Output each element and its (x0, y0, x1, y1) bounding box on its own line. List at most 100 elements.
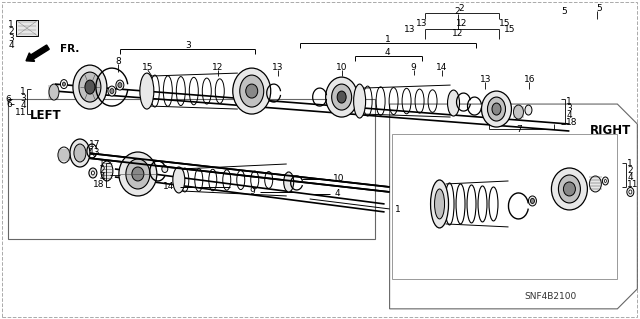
Ellipse shape (63, 82, 65, 86)
Ellipse shape (110, 89, 114, 93)
Text: LEFT: LEFT (30, 109, 61, 122)
Ellipse shape (332, 84, 351, 110)
Ellipse shape (354, 84, 365, 118)
Text: 1: 1 (627, 160, 633, 168)
Ellipse shape (85, 80, 95, 94)
Text: 9: 9 (249, 188, 255, 197)
Ellipse shape (337, 91, 346, 103)
Text: 18: 18 (93, 181, 105, 189)
Ellipse shape (70, 139, 90, 167)
Ellipse shape (589, 176, 602, 192)
Ellipse shape (235, 79, 247, 107)
Ellipse shape (132, 167, 144, 181)
Text: SNF4B2100: SNF4B2100 (524, 292, 577, 301)
Ellipse shape (233, 68, 271, 114)
Text: 12: 12 (456, 19, 467, 28)
Ellipse shape (602, 177, 609, 185)
Ellipse shape (101, 161, 113, 181)
Text: 18: 18 (566, 117, 578, 127)
Text: 4: 4 (99, 174, 105, 182)
Text: 2: 2 (459, 4, 465, 13)
Ellipse shape (481, 91, 511, 127)
Ellipse shape (525, 105, 532, 115)
FancyArrow shape (26, 45, 49, 61)
Ellipse shape (559, 175, 580, 203)
Ellipse shape (108, 86, 116, 96)
Text: FR.: FR. (60, 44, 79, 54)
Bar (16, 20, 38, 36)
Ellipse shape (92, 171, 95, 175)
Text: 14: 14 (436, 63, 447, 71)
Text: 10: 10 (333, 174, 344, 183)
Text: 12: 12 (212, 63, 223, 71)
Ellipse shape (162, 166, 168, 173)
Text: 17: 17 (89, 139, 100, 149)
Ellipse shape (326, 77, 358, 117)
Ellipse shape (74, 144, 86, 162)
Text: 11: 11 (15, 108, 26, 116)
Text: 1: 1 (566, 97, 572, 106)
Text: 1: 1 (385, 35, 390, 44)
Text: 1: 1 (20, 86, 26, 96)
Ellipse shape (284, 172, 294, 192)
Ellipse shape (240, 75, 264, 107)
Ellipse shape (531, 198, 534, 204)
Ellipse shape (563, 182, 575, 196)
Text: 13: 13 (480, 75, 492, 84)
Text: 4: 4 (566, 111, 572, 120)
Ellipse shape (431, 180, 449, 228)
Text: 13: 13 (89, 147, 100, 157)
Ellipse shape (629, 190, 632, 194)
Text: 16: 16 (524, 75, 535, 84)
Text: 2: 2 (627, 167, 633, 175)
Ellipse shape (49, 84, 59, 100)
Text: 7: 7 (516, 124, 522, 134)
Ellipse shape (140, 73, 154, 109)
Text: 1: 1 (99, 160, 105, 168)
Text: 14: 14 (163, 182, 175, 191)
Text: 4: 4 (335, 189, 340, 198)
Text: 5: 5 (596, 4, 602, 13)
Text: 13: 13 (404, 25, 415, 33)
Text: 4: 4 (627, 174, 633, 182)
Ellipse shape (529, 196, 536, 206)
Text: 2: 2 (454, 7, 460, 16)
Text: 3: 3 (185, 41, 191, 50)
Ellipse shape (488, 97, 506, 121)
Text: 1: 1 (395, 205, 401, 214)
Text: 6: 6 (5, 94, 11, 104)
Ellipse shape (173, 167, 185, 193)
Ellipse shape (119, 152, 157, 196)
Text: 13: 13 (272, 63, 284, 71)
Ellipse shape (116, 80, 124, 90)
Ellipse shape (58, 147, 70, 163)
Text: 1: 1 (8, 20, 14, 29)
Ellipse shape (492, 103, 501, 115)
Ellipse shape (126, 159, 150, 189)
Text: 13: 13 (416, 19, 428, 28)
Text: 2: 2 (8, 26, 14, 36)
Ellipse shape (89, 168, 97, 178)
Text: 11: 11 (627, 181, 639, 189)
Text: 3: 3 (8, 33, 14, 43)
Ellipse shape (79, 72, 101, 102)
Text: RIGHT: RIGHT (590, 124, 631, 137)
Text: 15: 15 (499, 19, 510, 28)
Text: 4: 4 (385, 48, 390, 56)
Text: 15: 15 (504, 25, 515, 33)
Ellipse shape (627, 188, 634, 197)
Text: 6: 6 (6, 100, 12, 108)
Text: 3: 3 (566, 104, 572, 113)
Text: 12: 12 (452, 29, 463, 38)
Text: 15: 15 (142, 63, 154, 71)
Ellipse shape (246, 84, 258, 98)
Text: 5: 5 (561, 7, 567, 16)
Text: 8: 8 (115, 56, 121, 66)
Ellipse shape (604, 180, 606, 182)
Text: 9: 9 (411, 63, 417, 71)
Ellipse shape (513, 105, 524, 119)
Text: 3: 3 (20, 93, 26, 103)
Ellipse shape (447, 90, 460, 116)
Text: 2: 2 (99, 167, 105, 175)
Ellipse shape (73, 65, 107, 109)
